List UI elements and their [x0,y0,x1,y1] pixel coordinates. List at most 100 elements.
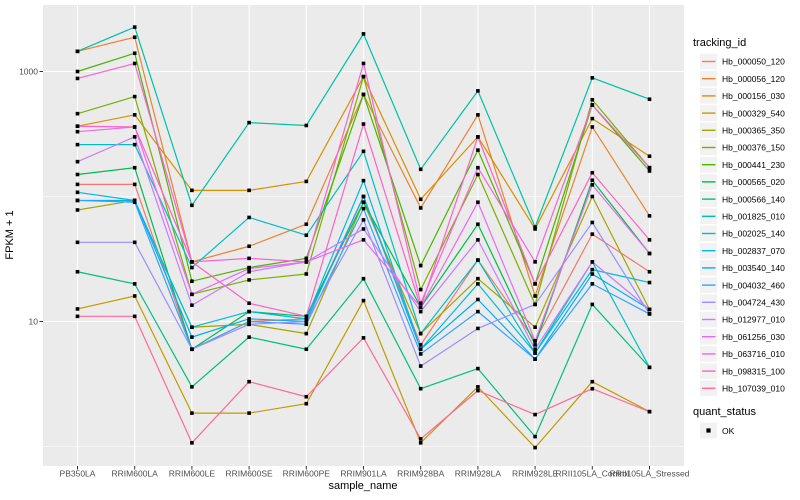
data-point [590,232,595,236]
data-point [361,178,366,183]
legend-item-label: Hb_061256_030 [722,332,785,342]
legend-title: tracking_id [693,37,746,49]
data-point [190,335,194,339]
data-point [132,314,137,319]
data-point [304,319,309,324]
data-point [418,305,423,310]
data-point [304,123,309,128]
data-point [304,347,309,352]
data-point [247,379,251,384]
data-point [75,208,80,212]
data-point [304,331,309,336]
data-point [647,169,652,173]
data-point [75,124,80,129]
data-point [132,294,137,298]
data-point [533,357,537,361]
data-point [647,307,652,312]
data-point [533,225,537,229]
data-point [190,385,194,389]
data-point [304,256,309,261]
data-point [590,379,595,384]
data-point [418,347,423,352]
data-point [190,279,194,284]
data-point [590,267,595,272]
data-point [533,351,537,355]
data-point [476,113,480,117]
data-point [647,154,652,159]
data-point [476,276,480,281]
data-point [361,227,366,231]
data-point [247,266,251,271]
legend-item-label: Hb_000056_120 [722,74,785,84]
data-point [418,263,423,268]
data-point [361,32,366,36]
data-point [647,238,652,242]
data-point [476,222,480,227]
data-point [247,322,251,327]
data-point [647,269,652,274]
data-point [476,200,480,205]
data-point [590,386,595,391]
data-point [247,215,251,220]
data-point [132,135,137,139]
x-tick-label: RRII105LA_Stressed [610,469,690,479]
y-tick-label-1000: 1000 [19,67,38,77]
data-point [247,335,251,339]
data-point [75,182,80,187]
data-point [476,238,480,242]
data-point [132,113,137,117]
data-point [361,194,366,199]
legend-item-label: Hb_000365_350 [722,126,785,136]
data-point [190,441,194,445]
data-point [418,437,423,441]
data-point [190,265,194,270]
data-point [304,314,309,319]
data-point [247,319,251,324]
data-point [190,188,194,193]
data-point [190,303,194,308]
data-point [190,411,194,415]
data-point [418,301,423,306]
data-point [361,149,366,154]
legend-item-label: Hb_001825_010 [722,212,785,222]
data-point [190,325,194,330]
data-point [533,343,537,347]
data-point [132,35,137,40]
data-point [590,116,595,121]
data-point [647,280,652,285]
data-point [247,309,251,314]
data-point [361,61,366,66]
data-point [132,25,137,29]
data-point [590,302,595,307]
x-tick-label: RRII105LA_Control [555,469,629,479]
quant-status-item-label: OK [722,426,735,436]
data-point [304,233,309,238]
data-point [533,445,537,450]
data-point [75,240,80,245]
y-axis-title: FPKM + 1 [4,210,16,259]
data-point [533,294,537,298]
x-tick-label: RRIM928BA [397,469,445,479]
data-point [361,92,366,97]
legend-item-label: Hb_000566_140 [722,194,785,204]
data-point [132,182,137,187]
data-point [533,412,537,417]
data-point [590,97,595,102]
data-point [476,165,480,170]
y-tick-label-10: 10 [29,317,39,327]
data-point [190,260,194,264]
data-point [476,148,480,152]
data-point [247,244,251,249]
data-point [132,94,137,99]
data-point [190,347,194,352]
data-point [132,142,137,147]
legend-item-label: Hb_012977_010 [722,315,785,325]
data-point [476,297,480,302]
data-point [247,317,251,321]
data-point [533,260,537,264]
data-point [533,302,537,307]
data-point [75,172,80,177]
data-point [476,89,480,93]
data-point [75,76,80,81]
